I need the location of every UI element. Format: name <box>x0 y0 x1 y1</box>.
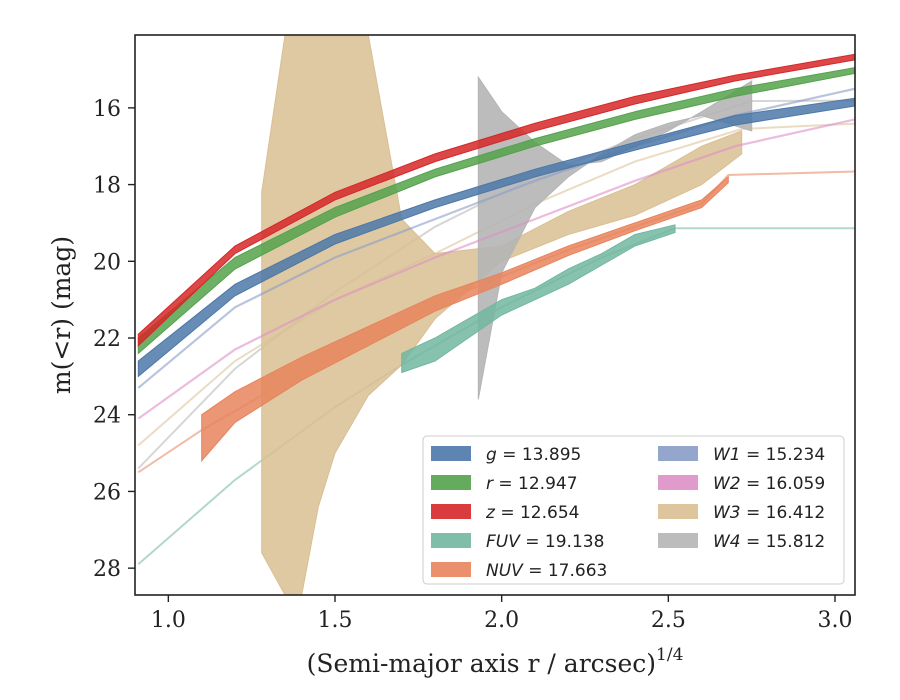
legend-label-g: g = 13.895 <box>486 445 581 465</box>
y-tick-label: 18 <box>93 174 121 199</box>
x-tick-label: 1.5 <box>318 608 353 633</box>
legend-swatch-fuv <box>431 533 471 548</box>
x-tick-label: 2.5 <box>651 608 686 633</box>
legend-box <box>422 435 845 585</box>
legend-label-w2: W2 = 16.059 <box>713 474 825 494</box>
y-tick-label: 26 <box>93 480 121 505</box>
series-g-band <box>137 97 855 378</box>
x-axis-label: (Semi-major axis r / arcsec)1/4 <box>307 645 684 678</box>
x-tick-label: 3.0 <box>818 608 853 633</box>
series-nuv-band <box>201 175 729 463</box>
legend-label-w3: W3 = 16.412 <box>713 503 825 523</box>
series-r-band <box>137 67 855 355</box>
y-tick-label: 28 <box>93 557 121 582</box>
legend-label-z: z = 12.654 <box>485 503 579 523</box>
legend-label-w4: W4 = 15.812 <box>713 532 825 552</box>
legend-swatch-w3 <box>658 504 698 519</box>
series-z-band <box>137 53 855 347</box>
legend-label-nuv: NUV = 17.663 <box>486 561 607 581</box>
legend-label-w1: W1 = 15.234 <box>713 445 825 465</box>
legend-swatch-w2 <box>658 475 698 490</box>
series-w2-curve <box>137 118 855 420</box>
legend-label-r: r = 12.947 <box>486 474 578 494</box>
legend-label-fuv: FUV = 19.138 <box>486 532 604 552</box>
y-tick-label: 22 <box>93 327 121 352</box>
series-fuv-band <box>401 224 676 374</box>
y-tick-label: 16 <box>93 97 121 122</box>
y-tick-label: 24 <box>93 404 121 429</box>
legend-swatch-w1 <box>658 446 698 461</box>
legend-swatch-w4 <box>658 533 698 548</box>
legend-swatch-z <box>431 504 471 519</box>
x-tick-label: 1.0 <box>151 608 186 633</box>
y-axis-label: m(<r) (mag) <box>47 236 76 394</box>
data-layer <box>137 35 855 595</box>
plot-frame <box>134 34 856 596</box>
legend-swatch-nuv <box>431 562 471 577</box>
legend: g = 13.895 r = 12.947 z = 12.654 FUV = 19.1… <box>422 435 845 585</box>
y-tick-label: 20 <box>93 250 121 275</box>
legend-swatch-r <box>431 475 471 490</box>
axes-layer: 1.0 1.5 2.0 2.5 3.0 16 18 20 22 24 26 28 <box>93 97 853 633</box>
x-tick-label: 2.0 <box>484 608 519 633</box>
legend-swatch-g <box>431 446 471 461</box>
